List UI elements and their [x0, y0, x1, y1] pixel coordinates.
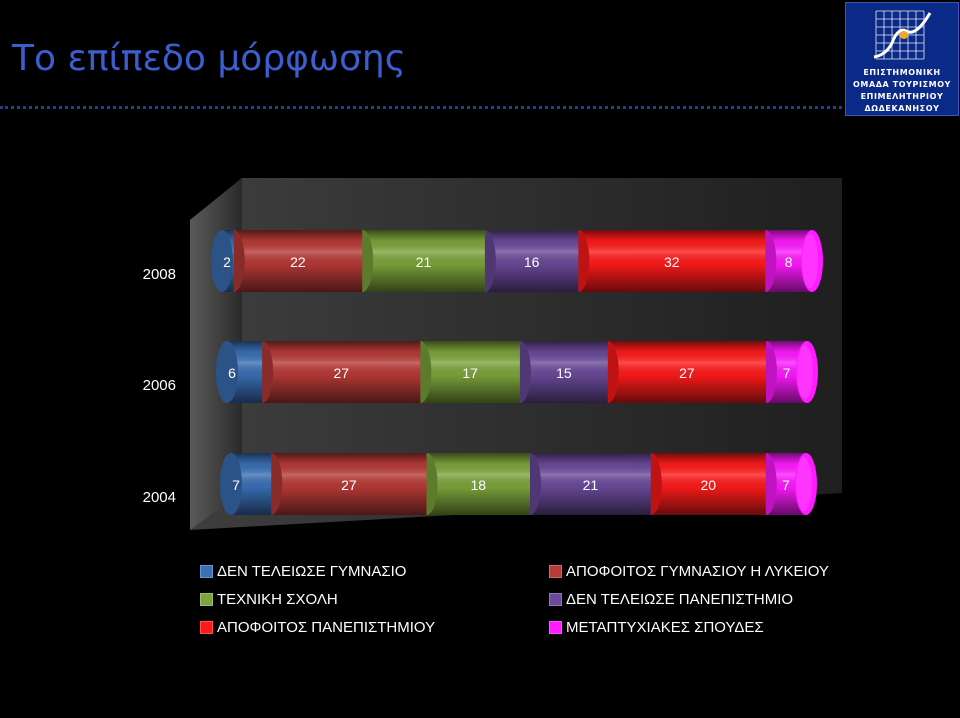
organization-logo: ΕΠΙΣΤΗΜΟΝΙΚΗ ΟΜΑΔΑ ΤΟΥΡΙΣΜΟΥ ΕΠΙΜΕΛΗΤΗΡΙ…: [845, 2, 959, 116]
legend-item-4: ΔΕΝ ΤΕΛΕΙΩΣΕ ΠΑΝΕΠΙΣΤΗΜΙΟ: [549, 591, 793, 608]
legend-label-5: ΑΠΟΦΟΙΤΟΣ ΠΑΝΕΠΙΣΤΗΜΙΟΥ: [217, 619, 436, 636]
bar-segment-2004-series-4: [519, 453, 651, 515]
legend-swatch-6: [549, 621, 562, 634]
legend-item-2: ΑΠΟΦΟΙΤΟΣ ΓΥΜΝΑΣΙΟΥ Η ΛΥΚΕΙΟΥ: [549, 563, 829, 580]
growth-graph-icon: [873, 10, 932, 60]
legend-label-1: ΔΕΝ ΤΕΛΕΙΩΣΕ ΓΥΜΝΑΣΙΟ: [217, 563, 407, 580]
legend-swatch-3: [200, 593, 213, 606]
slide-title: Το επίπεδο μόρφωσης: [12, 38, 406, 79]
legend-item-5: ΑΠΟΦΟΙΤΟΣ ΠΑΝΕΠΙΣΤΗΜΙΟΥ: [200, 619, 435, 636]
bar-end-cap-2008: [801, 230, 823, 292]
bar-segment-2006-series-1: [216, 341, 263, 403]
data-label-2004-series-1: 7: [232, 477, 240, 493]
bar-end-cap-highlight-2004: [796, 457, 812, 511]
bar-segment-2006-series-5: [596, 341, 766, 403]
bar-segment-2006-series-3: [409, 341, 520, 403]
logo-text-line-4: ΔΩΔΕΚΑΝΗΣΟΥ: [864, 104, 940, 113]
bar-end-cap-highlight-2006: [797, 345, 813, 399]
data-label-2004-series-6: 7: [782, 477, 790, 493]
bar-segment-2008-series-1: [211, 230, 234, 292]
data-label-2004-series-5: 20: [700, 477, 716, 493]
legend-label-6: ΜΕΤΑΠΤΥΧΙΑΚΕΣ ΣΠΟΥΔΕΣ: [566, 619, 764, 636]
data-label-2004-series-4: 21: [583, 477, 599, 493]
data-label-2006-series-5: 27: [679, 365, 695, 381]
bar-segment-2008-series-3: [351, 230, 485, 292]
logo-text-line-3: ΕΠΙΜΕΛΗΤΗΡΙΟΥ: [860, 92, 944, 101]
category-label-2006: 2006: [143, 377, 176, 394]
logo-text-line-2: ΟΜΑΔΑ ΤΟΥΡΙΣΜΟΥ: [852, 80, 952, 89]
legend-label-4: ΔΕΝ ΤΕΛΕΙΩΣΕ ΠΑΝΕΠΙΣΤΗΜΙΟ: [566, 591, 794, 608]
legend-swatch-4: [549, 593, 562, 606]
bar-segment-2008-series-2: [222, 230, 363, 292]
legend-item-6: ΜΕΤΑΠΤΥΧΙΑΚΕΣ ΣΠΟΥΔΕΣ: [549, 619, 764, 636]
data-label-2008-series-2: 22: [290, 254, 306, 270]
data-label-2004-series-3: 18: [470, 477, 486, 493]
bar-segment-2004-series-1: [220, 453, 272, 515]
data-label-2008-series-4: 16: [524, 254, 540, 270]
data-label-2008-series-5: 32: [664, 254, 680, 270]
data-label-2008-series-1: 2: [223, 254, 231, 270]
bar-end-cap-highlight-2008: [802, 234, 818, 288]
legend-label-2: ΑΠΟΦΟΙΤΟΣ ΓΥΜΝΑΣΙΟΥ Η ΛΥΚΕΙΟΥ: [566, 563, 829, 580]
data-label-2006-series-1: 6: [228, 365, 236, 381]
bar-segment-2006-series-2: [251, 341, 421, 403]
data-label-2004-series-2: 27: [341, 477, 357, 493]
logo-text-line-1: ΕΠΙΣΤΗΜΟΝΙΚΗ: [863, 68, 941, 77]
data-label-2006-series-4: 15: [556, 365, 572, 381]
data-label-2008-series-6: 8: [785, 254, 793, 270]
bar-segment-2008-series-5: [567, 230, 766, 292]
legend-swatch-2: [549, 565, 562, 578]
data-label-2006-series-6: 7: [783, 365, 791, 381]
category-label-2004: 2004: [143, 489, 176, 506]
title-divider: [0, 106, 842, 109]
bar-end-cap-2006: [796, 341, 818, 403]
data-label-2008-series-3: 21: [416, 254, 432, 270]
bar-end-cap-2004: [795, 453, 817, 515]
legend-item-1: ΔΕΝ ΤΕΛΕΙΩΣΕ ΓΥΜΝΑΣΙΟ: [200, 563, 406, 580]
category-label-2008: 2008: [143, 266, 176, 283]
legend-swatch-5: [200, 621, 213, 634]
legend-item-3: ΤΕΧΝΙΚΗ ΣΧΟΛΗ: [200, 591, 338, 608]
data-label-2006-series-2: 27: [333, 365, 349, 381]
data-label-2006-series-3: 17: [462, 365, 478, 381]
legend-label-3: ΤΕΧΝΙΚΗ ΣΧΟΛΗ: [217, 591, 338, 608]
legend-swatch-1: [200, 565, 213, 578]
